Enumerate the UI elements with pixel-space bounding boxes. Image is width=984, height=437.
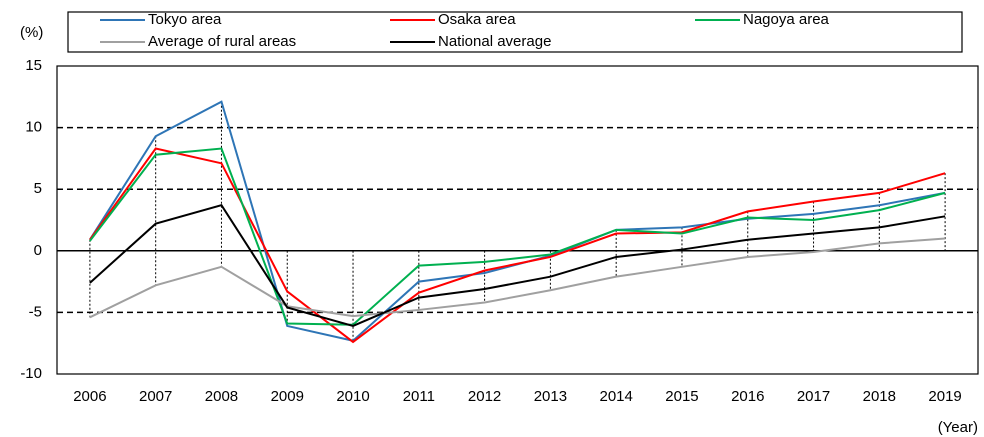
x-axis-label: (Year) bbox=[938, 419, 978, 436]
plot-frame bbox=[56, 65, 979, 375]
x-tick-label: 2014 bbox=[599, 388, 632, 405]
y-tick-label: 10 bbox=[25, 119, 42, 136]
series-line bbox=[89, 100, 946, 342]
x-tick-label: 2009 bbox=[271, 388, 304, 405]
series-line bbox=[89, 147, 946, 344]
x-tick-label: 2012 bbox=[468, 388, 501, 405]
x-tick-label: 2010 bbox=[336, 388, 369, 405]
legend-label: Tokyo area bbox=[148, 11, 222, 28]
x-tick-label: 2019 bbox=[928, 388, 961, 405]
series-line bbox=[89, 147, 946, 326]
y-tick-label: -10 bbox=[20, 365, 42, 382]
y-axis-label: (%) bbox=[20, 24, 43, 41]
legend-label: Average of rural areas bbox=[148, 33, 296, 50]
x-tick-label: 2008 bbox=[205, 388, 238, 405]
legend-label: Osaka area bbox=[438, 11, 516, 28]
x-tick-label: 2018 bbox=[863, 388, 896, 405]
x-tick-label: 2013 bbox=[534, 388, 567, 405]
x-tick-label: 2017 bbox=[797, 388, 830, 405]
x-tick-label: 2007 bbox=[139, 388, 172, 405]
y-tick-label: 0 bbox=[34, 242, 42, 259]
y-tick-label: 15 bbox=[25, 57, 42, 74]
legend-label: National average bbox=[438, 33, 551, 50]
series-line bbox=[89, 237, 946, 319]
x-tick-label: 2011 bbox=[403, 388, 435, 405]
y-tick-label: -5 bbox=[29, 303, 42, 320]
y-tick-label: 5 bbox=[34, 180, 42, 197]
series-line bbox=[89, 204, 946, 328]
legend-box bbox=[67, 11, 963, 53]
legend-label: Nagoya area bbox=[743, 11, 830, 28]
x-tick-label: 2016 bbox=[731, 388, 764, 405]
x-tick-label: 2006 bbox=[73, 388, 106, 405]
x-tick-label: 2015 bbox=[665, 388, 698, 405]
